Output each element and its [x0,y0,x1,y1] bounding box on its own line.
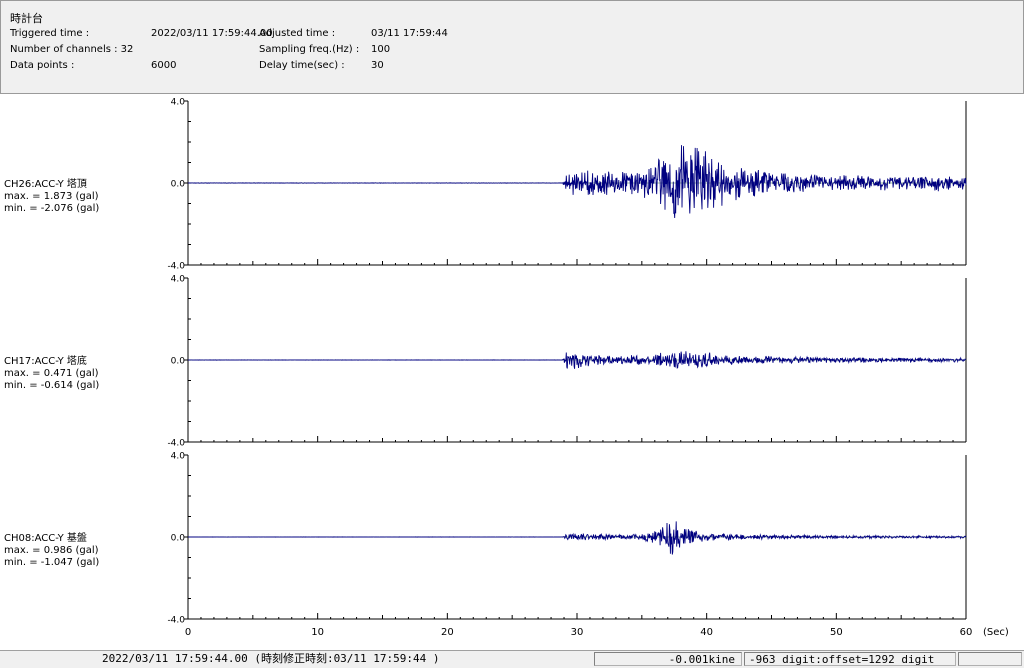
adjusted-time-value: 03/11 17:59:44 [371,28,448,39]
delay-time-label: Delay time(sec) : [259,60,345,71]
channel-max: max. = 0.986 (gal) [4,545,99,556]
delay-time-value: 30 [371,60,384,71]
x-tick-label: 20 [441,627,454,638]
waveform-trace [187,145,967,219]
x-tick-label: 30 [571,627,584,638]
sampling-freq-value: 100 [371,44,391,55]
data-points-label: Data points : [10,60,75,71]
data-points-value: 6000 [151,60,177,71]
waveform-trace [187,351,967,369]
record-info-panel: 時計台 Triggered time : 2022/03/11 17:59:44… [0,0,1024,94]
y-tick-label: 4.0 [171,452,186,462]
channel-name: CH08:ACC-Y 基盤 [4,531,87,544]
y-tick-label: 0.0 [171,357,186,367]
adjusted-time-label: Adjusted time : [259,28,336,39]
channel-min: min. = -2.076 (gal) [4,203,99,214]
channel-name: CH26:ACC-Y 塔頂 [4,177,87,190]
y-tick-label: 4.0 [171,275,186,285]
y-tick-label: 0.0 [171,534,186,544]
x-tick-label: 50 [830,627,843,638]
x-tick-label: 60 [960,627,973,638]
triggered-time-label: Triggered time : [10,28,90,39]
status-empty-pane [958,652,1022,666]
channel-max: max. = 1.873 (gal) [4,191,99,202]
status-bar: 2022/03/11 17:59:44.00 (時刻修正時刻:03/11 17:… [0,650,1024,668]
y-tick-label: 0.0 [171,180,186,190]
x-tick-label: 0 [185,627,191,638]
y-tick-label: -4.0 [167,439,185,449]
y-tick-label: -4.0 [167,262,185,272]
channel-name: CH17:ACC-Y 塔底 [4,354,87,367]
channel-min: min. = -1.047 (gal) [4,557,99,568]
status-digit: -963 digit:offset=1292 digit [744,652,956,666]
station-title: 時計台 [10,12,43,25]
waveform-trace [188,521,967,555]
x-tick-label: 40 [700,627,713,638]
channel-max: max. = 0.471 (gal) [4,368,99,379]
y-tick-label: 4.0 [171,98,186,108]
status-time: 2022/03/11 17:59:44.00 (時刻修正時刻:03/11 17:… [102,652,440,665]
status-kine: -0.001kine [594,652,742,666]
x-tick-label: 10 [311,627,324,638]
x-unit-label: (Sec) [983,627,1009,638]
channels-label: Number of channels : 32 [10,44,134,55]
triggered-time-value: 2022/03/11 17:59:44.00 [151,28,273,39]
channel-min: min. = -0.614 (gal) [4,380,99,391]
sampling-freq-label: Sampling freq.(Hz) : [259,44,360,55]
y-tick-label: -4.0 [167,616,185,626]
